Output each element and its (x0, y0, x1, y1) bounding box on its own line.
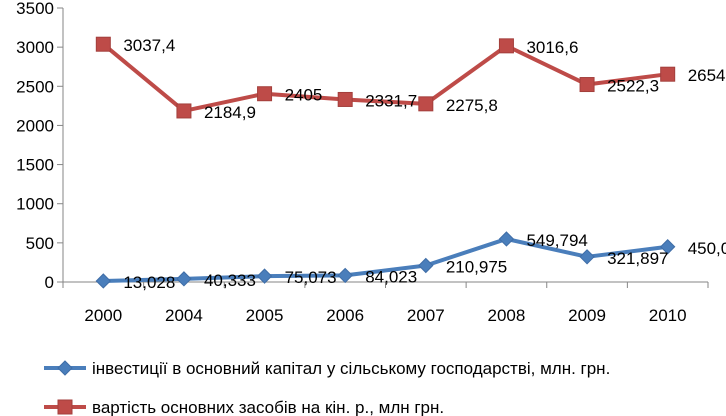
x-tick-label: 2000 (84, 306, 122, 325)
legend-swatch-marker (57, 399, 73, 415)
data-label: 2522,3 (607, 77, 659, 96)
y-tick-label: 2000 (16, 116, 54, 135)
chart-legend: інвестиції в основний капітал у сільсько… (44, 359, 610, 416)
data-label: 2405 (285, 86, 323, 105)
series-1-point (418, 257, 434, 274)
data-label: 450,074 (688, 239, 726, 258)
series-1-point (337, 267, 353, 284)
y-tick-label: 2500 (16, 77, 54, 96)
data-label: 3037,4 (123, 36, 175, 55)
x-tick-label: 2010 (649, 306, 687, 325)
legend-entry-2: вартість основних засобів на кін. р., мл… (92, 398, 444, 416)
data-label: 40,333 (204, 271, 256, 290)
legend-swatch-marker (57, 360, 73, 376)
data-label: 3016,6 (526, 38, 578, 57)
series-2-point (95, 36, 111, 52)
data-label: 321,897 (607, 249, 668, 268)
y-tick-label: 1000 (16, 195, 54, 214)
data-label: 210,975 (446, 257, 507, 276)
y-tick-label: 3500 (16, 0, 54, 18)
data-label: 84,023 (365, 267, 417, 286)
chart-series (95, 36, 676, 289)
series-1-point (256, 268, 273, 284)
chart-data-labels: 13,028 40,333 75,073 84,023 210,975 549,794 32… (123, 36, 726, 292)
x-tick-label: 2007 (407, 306, 445, 325)
data-label: 2331,7 (365, 91, 417, 110)
data-label: 13,028 (123, 273, 175, 292)
series-1-point (579, 249, 595, 265)
series-1-point (176, 271, 192, 287)
data-label: 75,073 (285, 268, 337, 287)
legend-entry-1: інвестиції в основний капітал у сільсько… (92, 359, 610, 378)
y-tick-label: 3000 (16, 38, 54, 57)
data-label: 549,794 (526, 231, 587, 250)
series-2-point (418, 96, 434, 112)
x-tick-label: 2005 (246, 306, 284, 325)
y-tick-label: 1500 (16, 156, 54, 175)
x-tick-label: 2009 (568, 306, 606, 325)
x-tick-label: 2004 (165, 306, 203, 325)
series-1-point (659, 239, 676, 255)
series-2-point (176, 103, 192, 119)
series-2-point (579, 77, 595, 93)
series-line-1 (103, 236, 668, 283)
series-line-2 (102, 42, 668, 113)
y-tick-label: 0 (45, 273, 54, 292)
x-tick-label: 2006 (326, 306, 364, 325)
y-tick-label: 500 (26, 234, 54, 253)
data-label: 2275,8 (446, 96, 498, 115)
chart-axes: 0 500 1000 1500 2000 2500 3000 3500 2000 2004 2005… (16, 0, 709, 325)
x-tick-label: 2008 (488, 306, 526, 325)
data-label: 2184,9 (204, 103, 256, 122)
series-2-point (660, 66, 676, 82)
series-2-point (257, 86, 273, 102)
series-2-point (337, 91, 353, 107)
series-1-point (95, 273, 112, 289)
series-2-point (498, 38, 514, 54)
data-label: 2654,4 (688, 66, 726, 85)
series-1-point (498, 231, 515, 247)
